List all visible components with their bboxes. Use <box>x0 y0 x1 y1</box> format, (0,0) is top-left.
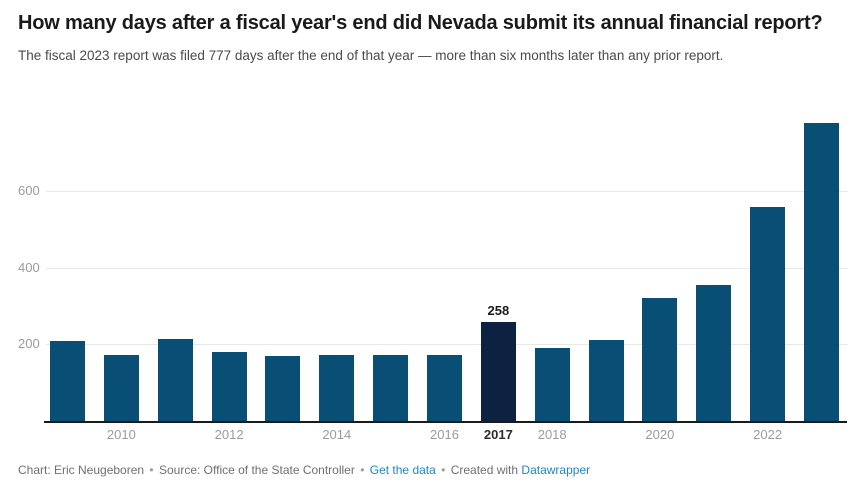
bar-2013[interactable] <box>265 356 301 421</box>
bar-value-label-2017: 258 <box>487 303 510 319</box>
bar-2011[interactable] <box>157 338 193 421</box>
bar-2019[interactable] <box>588 339 624 421</box>
x-axis-label-2010: 2010 <box>106 427 136 442</box>
gridline-400 <box>46 267 847 269</box>
get-the-data-link[interactable]: Get the data <box>369 463 436 477</box>
bar-2010[interactable] <box>103 355 139 421</box>
bar-2022[interactable] <box>750 206 786 421</box>
x-axis-label-2014: 2014 <box>322 427 352 442</box>
footer-separator: • <box>360 463 365 477</box>
bar-2018[interactable] <box>534 348 570 421</box>
x-axis-label-2017: 2017 <box>483 427 513 442</box>
footer-created-with: Created with <box>450 463 519 477</box>
bar-2021[interactable] <box>696 284 732 421</box>
bar-2012[interactable] <box>211 352 247 421</box>
bar-2016[interactable] <box>427 355 462 421</box>
gridline-200 <box>46 344 847 346</box>
chart-subtitle: The fiscal 2023 report was filed 777 day… <box>18 47 724 63</box>
bar-2017[interactable] <box>480 322 516 421</box>
x-axis-label-2022: 2022 <box>753 427 783 442</box>
plot-area: 200 400 600 2010 2012 2014 2016 2017 2018 2020 202… <box>0 110 855 450</box>
datawrapper-link[interactable]: Datawrapper <box>521 463 591 477</box>
y-axis-label-400: 400 <box>18 259 40 275</box>
x-axis-label-2018: 2018 <box>537 427 567 442</box>
x-axis-label-2020: 2020 <box>645 427 675 442</box>
footer-chart-credit: Chart: Eric Neugeboren <box>18 463 145 477</box>
chart-title: How many days after a fiscal year's end … <box>18 12 823 34</box>
x-axis-label-2016: 2016 <box>430 427 459 442</box>
bar-2009[interactable] <box>50 341 85 421</box>
y-axis-label-600: 600 <box>18 182 40 198</box>
gridline-600 <box>46 190 847 192</box>
footer-credits: Chart: Eric Neugeboren • Source: Office … <box>18 462 838 478</box>
x-axis-label-2012: 2012 <box>214 427 244 442</box>
y-axis-label-200: 200 <box>18 336 40 352</box>
chart-header: How many days after a fiscal year's end … <box>18 10 832 64</box>
x-axis-line <box>44 421 847 423</box>
bar-2020[interactable] <box>642 297 678 421</box>
footer-separator: • <box>149 463 154 477</box>
bar-2014[interactable] <box>319 355 355 421</box>
bar-2023[interactable] <box>804 123 839 421</box>
footer-source: Source: Office of the State Controller <box>158 463 355 477</box>
footer-separator: • <box>441 463 446 477</box>
bar-2015[interactable] <box>373 355 409 421</box>
bar-chart: 200 400 600 2010 2012 2014 2016 2017 2018 2020 202… <box>0 110 855 450</box>
